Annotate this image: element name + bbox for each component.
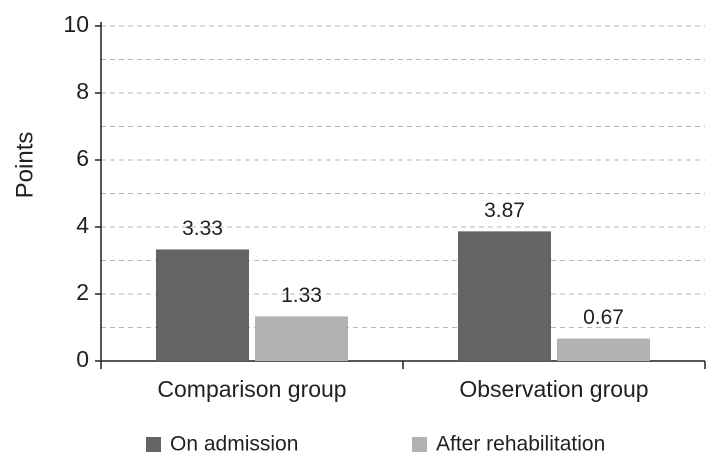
bar <box>156 249 249 361</box>
y-tick-label: 8 <box>76 78 89 104</box>
y-tick-label: 10 <box>63 11 89 37</box>
value-label: 3.33 <box>182 217 223 240</box>
y-tick-label: 0 <box>76 346 89 372</box>
legend-label: On admission <box>170 433 298 456</box>
bar <box>255 316 348 361</box>
x-tick-label: Observation group <box>459 376 648 402</box>
legend-swatch <box>146 437 161 452</box>
legend-swatch <box>412 437 427 452</box>
value-label: 3.87 <box>484 199 525 222</box>
legend-label: After rehabilitation <box>436 433 605 456</box>
value-label: 1.33 <box>281 284 322 307</box>
y-tick-label: 4 <box>76 212 89 238</box>
y-tick-label: 6 <box>76 145 89 171</box>
x-tick-label: Comparison group <box>157 376 346 402</box>
bar <box>557 338 650 361</box>
bar <box>458 231 551 361</box>
y-tick-label: 2 <box>76 279 89 305</box>
y-axis-label: Points <box>11 132 38 199</box>
value-label: 0.67 <box>583 306 624 329</box>
